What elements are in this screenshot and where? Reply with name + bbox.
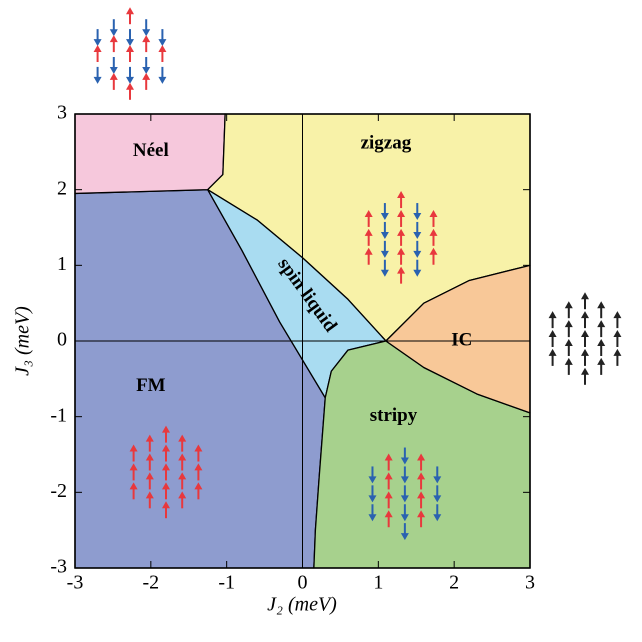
x-tick-label: 0: [298, 572, 308, 594]
x-tick-label: -3: [67, 572, 84, 594]
y-tick-label: 3: [57, 102, 67, 124]
spin-head: [613, 349, 621, 356]
spin-head: [158, 45, 166, 52]
spin-head: [142, 73, 150, 80]
region-label: stripy: [370, 405, 418, 426]
spin-head: [613, 330, 621, 337]
spin-head: [126, 7, 134, 14]
spin-head: [94, 77, 102, 84]
spin-head: [581, 330, 589, 337]
spin-head: [565, 339, 573, 346]
y-axis-label: J₃ (meV): [12, 306, 34, 376]
y-tick-label: -3: [50, 556, 67, 578]
spin-head: [126, 45, 134, 52]
spin-head: [597, 358, 605, 365]
x-axis-label: J₂ (meV): [267, 594, 337, 616]
spin-head: [581, 311, 589, 318]
y-tick-label: -2: [50, 480, 67, 502]
spin-head: [597, 301, 605, 308]
spin-head: [565, 320, 573, 327]
spin-head: [597, 320, 605, 327]
region-label: FM: [136, 375, 166, 396]
x-tick-label: -2: [142, 572, 159, 594]
spin-head: [110, 35, 118, 42]
spin-head: [110, 73, 118, 80]
spin-head: [158, 77, 166, 84]
region-label: Néel: [133, 140, 169, 161]
spin-head: [142, 35, 150, 42]
spin-head: [549, 349, 557, 356]
chart: J₂ (meV) J₃ (meV) FMNéelzigzagspin liqui…: [0, 0, 642, 637]
spin-head: [581, 368, 589, 375]
x-tick-label: 2: [449, 572, 459, 594]
spin-head: [94, 45, 102, 52]
spin-head: [565, 301, 573, 308]
y-tick-label: 0: [57, 329, 67, 351]
spin-head: [581, 349, 589, 356]
y-tick-label: -1: [50, 404, 67, 426]
x-tick-label: 1: [373, 572, 383, 594]
y-tick-label: 2: [57, 177, 67, 199]
spin-head: [581, 292, 589, 299]
spin-head: [613, 311, 621, 318]
x-tick-label: -1: [218, 572, 235, 594]
spin-head: [549, 330, 557, 337]
spin-head: [549, 311, 557, 318]
x-tick-label: 3: [525, 572, 535, 594]
region-label: IC: [451, 329, 472, 350]
spin-head: [565, 358, 573, 365]
spin-head: [597, 339, 605, 346]
region-label: zigzag: [361, 133, 412, 154]
y-tick-label: 1: [57, 253, 67, 275]
spin-head: [126, 83, 134, 90]
